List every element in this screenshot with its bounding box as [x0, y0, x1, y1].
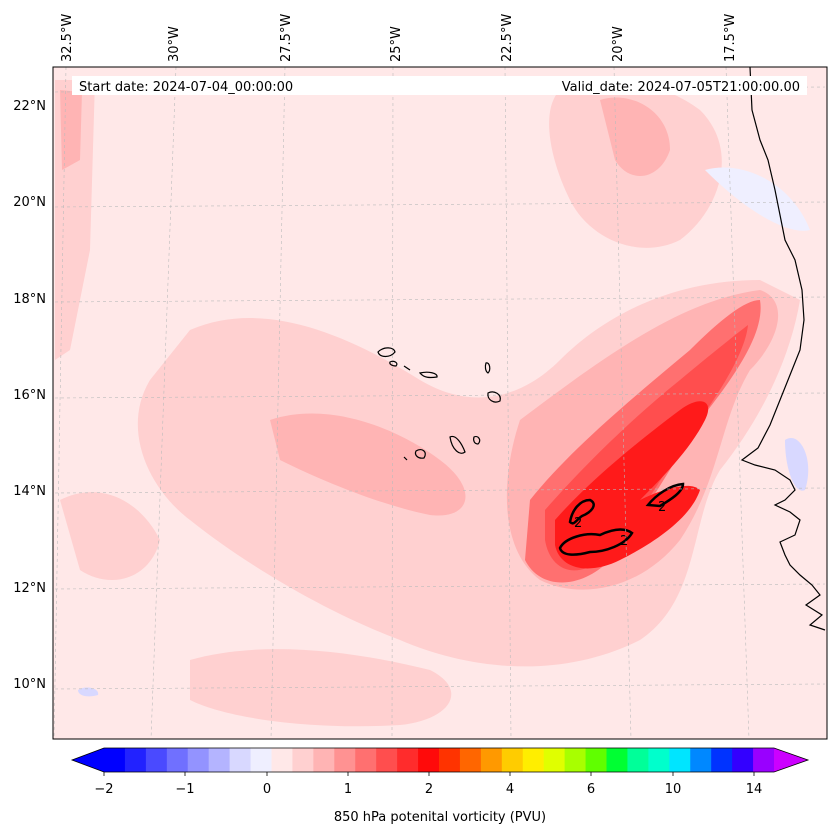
colorbar [70, 747, 810, 776]
lon-label: 22.5°W [500, 14, 515, 62]
colorbar-segment [753, 748, 775, 772]
pv-patch-medium [600, 97, 670, 177]
colorbar-segment [585, 748, 608, 772]
pv-negative-patch [705, 167, 810, 231]
colorbar-title: 850 hPa potenital vorticity (PVU) [334, 810, 546, 825]
contour-label: 2 [658, 500, 666, 515]
colorbar-tick-label: 1 [344, 782, 352, 797]
graticule [53, 67, 826, 739]
colorbar-segment [418, 748, 440, 772]
colorbar-segment [376, 748, 398, 772]
pv-field: 2 2 2 [53, 67, 827, 739]
colorbar-tick-label: 4 [506, 782, 514, 797]
pv-negative-patch [785, 438, 809, 491]
pv-contour-2 [558, 528, 634, 556]
lat-label: 16°N [13, 388, 46, 403]
colorbar-tick-label: −1 [175, 782, 194, 797]
colorbar-segment [564, 748, 587, 772]
lon-label: 20°W [611, 26, 626, 62]
colorbar-segment [124, 748, 147, 772]
colorbar-over-arrow [774, 748, 808, 772]
colorbar-segment [355, 748, 377, 772]
colorbar-segment [543, 748, 566, 772]
colorbar-segment [459, 748, 482, 772]
colorbar-tick-label: 10 [665, 782, 682, 797]
colorbar-tick-label: 2 [425, 782, 433, 797]
contour-label: 2 [620, 534, 628, 549]
pv-contour-2 [645, 482, 685, 508]
map-frame [52, 66, 828, 740]
lon-label: 30°W [167, 26, 182, 62]
colorbar-segment [480, 748, 503, 772]
cape-verde-islands [377, 347, 501, 461]
colorbar-under-arrow [72, 748, 104, 772]
colorbar-segment [690, 748, 712, 772]
colorbar-segment [439, 748, 461, 772]
lat-label: 22°N [13, 99, 46, 114]
colorbar-ticks: −2 −1 0 1 2 4 6 10 14 [94, 782, 762, 797]
colorbar-segment [669, 748, 691, 772]
colorbar-segment [145, 748, 168, 772]
colorbar-segment [501, 748, 524, 772]
colorbar-segment [271, 748, 294, 772]
colorbar-segment [229, 748, 252, 772]
pv-patch-medium [60, 90, 82, 170]
colorbar-segment [166, 748, 189, 772]
lat-label: 12°N [13, 581, 46, 596]
latitude-labels: 22°N 20°N 18°N 16°N 14°N 12°N 10°N [13, 99, 46, 692]
lat-label: 14°N [13, 484, 46, 499]
pv-contour-2 [568, 498, 595, 525]
lon-label: 25°W [389, 26, 404, 62]
valid-date: Valid_date: 2024-07-05T21:00:00.00 [562, 80, 800, 95]
colorbar-segment [208, 748, 231, 772]
lat-label: 20°N [13, 195, 46, 210]
colorbar-segment [606, 748, 629, 772]
pv-core-3 [555, 401, 709, 569]
lon-label: 17.5°W [723, 14, 738, 62]
pv-patch-light [60, 492, 160, 580]
colorbar-tick-label: 0 [263, 782, 271, 797]
colorbar-segment [292, 748, 314, 772]
start-date: Start date: 2024-07-04_00:00:00 [79, 80, 293, 95]
lat-label: 18°N [13, 292, 46, 307]
longitude-labels: 32.5°W 30°W 27.5°W 25°W 22.5°W 20°W 17.5… [60, 14, 738, 62]
colorbar-segment [187, 748, 210, 772]
colorbar-segment [334, 748, 356, 772]
colorbar-segment [104, 748, 126, 772]
lon-label: 27.5°W [279, 14, 294, 62]
colorbar-segment [397, 748, 419, 772]
colorbar-segment [250, 748, 273, 772]
lon-label: 32.5°W [60, 14, 75, 62]
colorbar-tick-label: 14 [746, 782, 763, 797]
colorbar-segment [711, 748, 733, 772]
header-box [72, 76, 807, 95]
lat-label: 10°N [13, 677, 46, 692]
colorbar-segment [648, 748, 670, 772]
pv-patch-medium [270, 413, 466, 516]
african-coastline [740, 67, 826, 631]
contour-label: 2 [574, 516, 582, 531]
colorbar-segment [627, 748, 649, 772]
colorbar-tick-label: 6 [587, 782, 595, 797]
pv-negative-patch [78, 687, 99, 697]
colorbar-segment [313, 748, 335, 772]
colorbar-segment [522, 748, 545, 772]
pv-patch-light [190, 649, 452, 727]
colorbar-segment [732, 748, 754, 772]
colorbar-tick-label: −2 [94, 782, 113, 797]
